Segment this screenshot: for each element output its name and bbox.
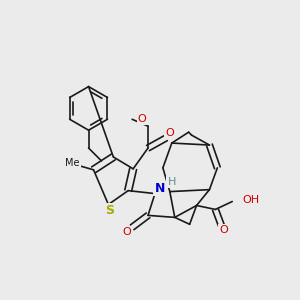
Text: N: N — [155, 182, 165, 195]
Text: O: O — [138, 114, 146, 124]
Text: O: O — [165, 128, 174, 138]
Text: S: S — [105, 204, 114, 217]
Text: H: H — [168, 177, 176, 187]
Text: O: O — [219, 225, 228, 235]
Text: OH: OH — [242, 194, 259, 205]
Text: O: O — [123, 227, 132, 237]
Text: Me: Me — [65, 158, 80, 168]
